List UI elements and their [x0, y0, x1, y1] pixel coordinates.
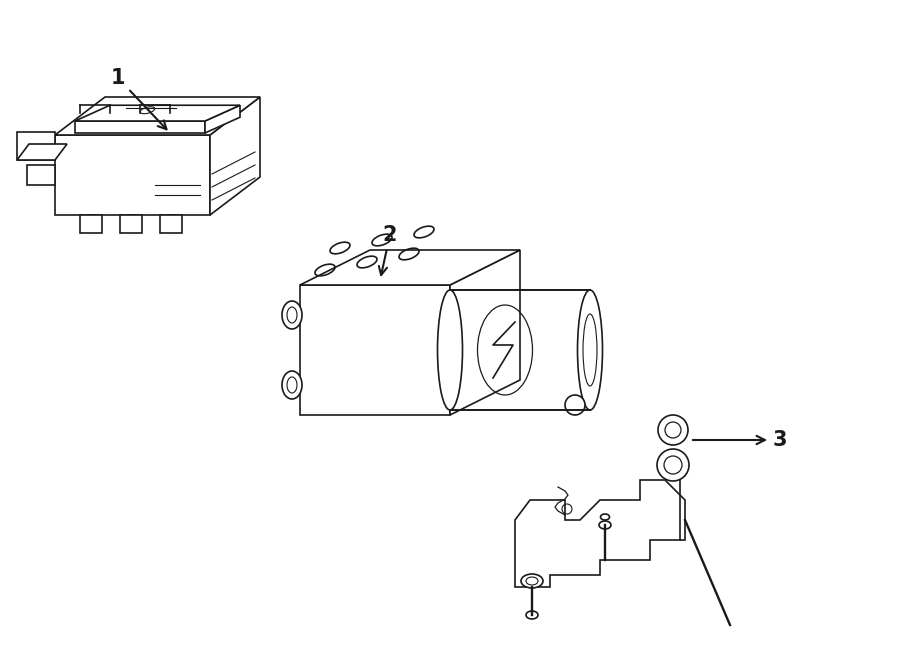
- Polygon shape: [27, 165, 55, 185]
- Polygon shape: [55, 97, 260, 135]
- Text: 1: 1: [111, 68, 166, 130]
- Polygon shape: [55, 135, 210, 215]
- Ellipse shape: [658, 415, 688, 445]
- Polygon shape: [17, 132, 55, 160]
- Text: 3: 3: [693, 430, 788, 450]
- Ellipse shape: [282, 301, 302, 329]
- Polygon shape: [80, 215, 102, 233]
- Ellipse shape: [657, 449, 689, 481]
- Polygon shape: [75, 121, 205, 133]
- Polygon shape: [210, 97, 260, 215]
- Ellipse shape: [599, 521, 611, 529]
- Polygon shape: [75, 105, 240, 121]
- Ellipse shape: [282, 371, 302, 399]
- Ellipse shape: [437, 290, 463, 410]
- Polygon shape: [300, 250, 520, 285]
- Ellipse shape: [565, 395, 585, 415]
- Ellipse shape: [521, 574, 543, 588]
- Polygon shape: [17, 144, 67, 160]
- Polygon shape: [515, 480, 685, 587]
- Ellipse shape: [600, 514, 609, 520]
- Polygon shape: [160, 215, 182, 233]
- Polygon shape: [120, 215, 142, 233]
- Polygon shape: [205, 105, 240, 133]
- Polygon shape: [450, 290, 590, 410]
- Ellipse shape: [578, 290, 602, 410]
- Text: 2: 2: [379, 225, 397, 275]
- Polygon shape: [450, 250, 520, 415]
- Polygon shape: [300, 285, 450, 415]
- Ellipse shape: [526, 611, 538, 619]
